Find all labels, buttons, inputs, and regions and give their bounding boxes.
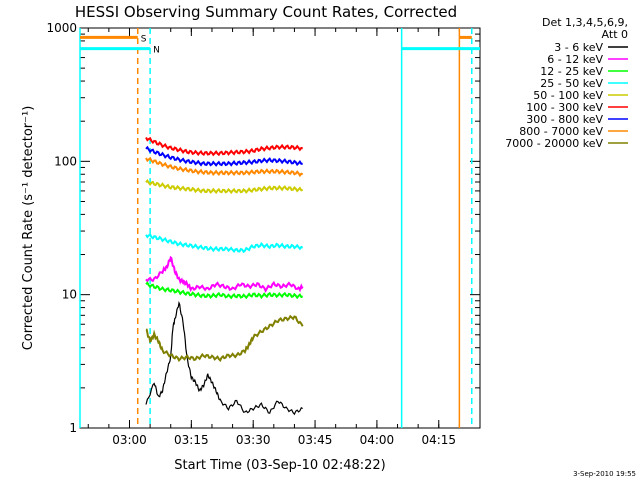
- legend-label: 3 - 6 keV: [554, 41, 603, 54]
- x-axis-title: Start Time (03-Sep-10 02:48:22): [174, 458, 385, 473]
- legend-label: 6 - 12 keV: [547, 53, 603, 66]
- y-tick-label: 1000: [46, 21, 77, 35]
- x-tick-label: 03:30: [236, 433, 271, 447]
- y-tick-label: 100: [54, 154, 77, 168]
- series-line: [145, 179, 303, 195]
- legend-label: 12 - 25 keV: [540, 65, 603, 78]
- x-tick-label: 04:00: [360, 433, 395, 447]
- y-tick-label: 1: [69, 421, 77, 435]
- x-tick-label: 03:00: [112, 433, 147, 447]
- legend-label: 300 - 800 keV: [526, 113, 603, 126]
- x-tick-label: 03:15: [174, 433, 209, 447]
- legend-label: 7000 - 20000 keV: [505, 137, 603, 150]
- legend-header-line-1: Det 1,3,4,5,6,9,: [542, 16, 628, 29]
- series-line: [145, 136, 304, 157]
- series-line: [145, 156, 304, 178]
- plot-frame: [79, 27, 481, 429]
- plot-area: 1 10 100 1000 03:00 03:15 03:30 03:45 04:00 04:15…: [46, 21, 481, 447]
- legend-header-line-2: Att 0: [602, 28, 628, 41]
- legend-label: 800 - 7000 keV: [519, 125, 603, 138]
- series-line: [145, 233, 304, 254]
- flag-label: N: [153, 46, 160, 56]
- legend-label: 25 - 50 keV: [540, 77, 603, 90]
- series-line: [145, 314, 304, 363]
- legend-label: 50 - 100 keV: [533, 89, 603, 102]
- x-tick-label: 03:45: [298, 433, 333, 447]
- y-axis-title: Corrected Count Rate (s⁻¹ detector⁻¹): [21, 106, 36, 351]
- series-line: [145, 255, 304, 293]
- x-tick-label: 04:15: [421, 433, 456, 447]
- series-line: [145, 281, 304, 300]
- series-line: [145, 300, 303, 416]
- timestamp-footer: 3-Sep-2010 19:55: [573, 470, 636, 478]
- chart-title: HESSI Observing Summary Count Rates, Cor…: [75, 3, 457, 21]
- y-tick-label: 10: [62, 288, 77, 302]
- legend-label: 100 - 300 keV: [526, 101, 603, 114]
- flag-label: S: [141, 34, 147, 44]
- series-line: [145, 145, 303, 167]
